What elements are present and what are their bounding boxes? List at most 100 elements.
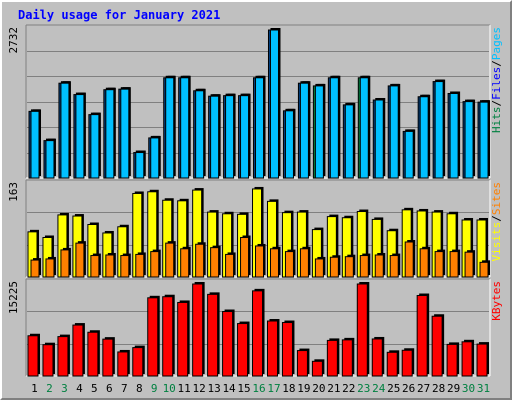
kbytes-bar — [192, 283, 204, 377]
ymax-label-visits-sites: 163 — [7, 182, 20, 202]
kbytes-bar — [461, 341, 473, 377]
legend-visits-sites: Visits/Sites — [490, 182, 503, 262]
day-label: 27 — [417, 382, 430, 395]
sites-bar — [150, 251, 160, 278]
files-bar — [75, 94, 85, 179]
kbytes-bar — [27, 335, 39, 377]
legend-hits-files-pages: Hits/Files/Pages — [490, 27, 503, 133]
sites-bar — [225, 253, 235, 278]
sites-bar — [329, 256, 339, 278]
sites-bar — [479, 261, 489, 278]
files-bar — [269, 29, 279, 179]
day-label: 23 — [357, 382, 370, 395]
kbytes-bar — [311, 360, 323, 377]
sites-bar — [105, 254, 115, 278]
day-label: 12 — [193, 382, 206, 395]
files-bar — [255, 77, 265, 179]
kbytes-bar — [416, 295, 428, 377]
legend-item: Sites — [490, 182, 503, 215]
kbytes-bar — [386, 351, 398, 377]
day-label: 14 — [222, 382, 236, 395]
kbytes-bar — [117, 351, 129, 377]
kbytes-bar — [102, 338, 114, 377]
sites-bar — [404, 241, 414, 278]
files-bar — [479, 101, 489, 179]
sites-bar — [210, 247, 220, 278]
kbytes-bar — [431, 315, 443, 377]
day-label: 11 — [178, 382, 191, 395]
sites-bar — [45, 258, 55, 278]
day-label: 10 — [163, 382, 176, 395]
kbytes-bar — [371, 338, 383, 377]
sites-bar — [195, 243, 205, 278]
labels-layer: 2732Hits/Files/Pages163Visits/Sites15225… — [7, 27, 503, 395]
day-label: 3 — [61, 382, 68, 395]
sites-bar — [389, 255, 399, 278]
day-label: 21 — [327, 382, 340, 395]
kbytes-bar — [401, 349, 413, 377]
sites-bar — [180, 248, 190, 278]
files-bar — [90, 114, 100, 179]
kbytes-bar — [296, 350, 308, 377]
sites-bar — [314, 258, 324, 278]
sites-bar — [419, 248, 429, 278]
sites-bar — [269, 248, 279, 278]
sites-bar — [344, 256, 354, 278]
day-label: 26 — [402, 382, 415, 395]
legend-item: KBytes — [490, 281, 503, 321]
day-label: 28 — [432, 382, 445, 395]
chart-title: Daily usage for January 2021 — [18, 8, 221, 22]
day-label: 4 — [76, 382, 83, 395]
sites-bar — [299, 248, 309, 278]
files-bar — [60, 82, 70, 179]
kbytes-bar — [281, 322, 293, 377]
kbytes-bar — [57, 336, 69, 377]
files-bar — [314, 85, 324, 179]
sites-bar — [284, 251, 294, 278]
sites-bar — [120, 255, 130, 278]
legend-item: / — [490, 215, 503, 222]
sites-bar — [359, 255, 369, 278]
files-bar — [329, 77, 339, 179]
kbytes-bar — [222, 311, 234, 377]
kbytes-bar — [237, 323, 249, 377]
day-label: 29 — [447, 382, 460, 395]
kbytes-bar — [252, 290, 264, 377]
day-label: 18 — [282, 382, 295, 395]
day-label: 2 — [46, 382, 53, 395]
files-bar — [389, 85, 399, 179]
kbytes-bar — [72, 324, 84, 377]
day-label: 16 — [252, 382, 265, 395]
legend-item: Files — [490, 67, 503, 100]
day-label: 30 — [462, 382, 475, 395]
kbytes-bar — [147, 297, 159, 377]
files-bar — [240, 95, 250, 179]
legend-item: / — [490, 100, 503, 107]
kbytes-bar — [266, 320, 278, 377]
files-bar — [374, 99, 384, 179]
kbytes-bar — [356, 283, 368, 377]
day-label: 17 — [267, 382, 280, 395]
kbytes-bar — [162, 296, 174, 377]
day-label: 13 — [207, 382, 220, 395]
files-bar — [449, 92, 459, 179]
files-bar — [180, 77, 190, 179]
legend-item: Visits — [490, 222, 503, 262]
day-label: 15 — [237, 382, 250, 395]
files-bar — [359, 77, 369, 179]
kbytes-bar — [132, 347, 144, 377]
day-label: 22 — [342, 382, 355, 395]
files-bar — [299, 82, 309, 179]
day-label: 5 — [91, 382, 98, 395]
sites-bar — [135, 253, 145, 278]
files-bar — [225, 95, 235, 179]
day-label: 8 — [136, 382, 143, 395]
day-label: 7 — [121, 382, 128, 395]
files-bar — [135, 152, 145, 179]
sites-bar — [240, 236, 250, 278]
sites-bar — [165, 242, 175, 278]
files-bar — [120, 88, 130, 179]
day-label: 31 — [477, 382, 490, 395]
files-bar — [195, 90, 205, 179]
